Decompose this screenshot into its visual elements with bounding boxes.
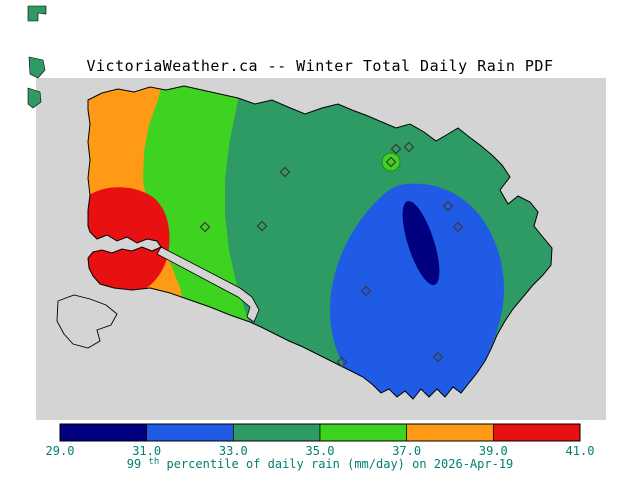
contour-band-31-33 bbox=[330, 183, 504, 399]
station-markers bbox=[199, 141, 464, 368]
colorbar-tick-label: 31.0 bbox=[132, 444, 161, 458]
station-marker-diamond-icon bbox=[385, 156, 397, 168]
station-marker-diamond-icon bbox=[360, 285, 372, 297]
caption-rest: percentile of daily rain (mm/day) on 202… bbox=[166, 457, 513, 471]
figure-title: VictoriaWeather.ca -- Winter Total Daily… bbox=[86, 57, 553, 75]
colorbar-tick-label: 39.0 bbox=[479, 444, 508, 458]
colorbar-segments bbox=[59, 423, 581, 442]
colorbar-segment-red bbox=[492, 423, 581, 442]
colorbar-segment-blue bbox=[146, 423, 234, 442]
colorbar-segment-green bbox=[319, 423, 408, 442]
station-marker-diamond-icon bbox=[256, 220, 268, 232]
colorbar-segment-navy bbox=[59, 423, 148, 442]
station-marker-diamond-icon bbox=[390, 143, 402, 155]
local-max-ring bbox=[381, 152, 401, 172]
station-marker-diamond-icon bbox=[336, 356, 348, 368]
caption-base: 99 bbox=[127, 457, 141, 471]
colorbar-segment-seagreen bbox=[232, 423, 321, 442]
colorbar-tick-label: 29.0 bbox=[46, 444, 75, 458]
colorbar-tick-label: 35.0 bbox=[306, 444, 335, 458]
station-marker-diamond-icon bbox=[442, 200, 454, 212]
edge-land-fragment-corner bbox=[27, 5, 47, 22]
colorbar-tick-label: 37.0 bbox=[392, 444, 421, 458]
edge-land-fragment-upper bbox=[28, 56, 46, 79]
station-marker-diamond-icon bbox=[432, 351, 444, 363]
edge-land-fragment-lower bbox=[27, 87, 42, 109]
colorbar-tick-label: 33.0 bbox=[219, 444, 248, 458]
coastline bbox=[87, 85, 553, 400]
peninsula-outline bbox=[56, 294, 118, 349]
colorbar: 29.0 31.0 33.0 35.0 37.0 39.0 41.0 bbox=[46, 423, 595, 458]
caption-superscript: th bbox=[148, 457, 159, 467]
contour-core-29-31 bbox=[402, 200, 440, 286]
colorbar-tick-label: 41.0 bbox=[566, 444, 595, 458]
colorbar-frame bbox=[59, 423, 581, 442]
colorbar-segment-orange bbox=[406, 423, 494, 442]
station-marker-diamond-icon bbox=[279, 166, 291, 178]
station-marker-diamond-icon bbox=[403, 141, 415, 153]
colorbar-caption: 99 th percentile of daily rain (mm/day) … bbox=[127, 453, 514, 471]
station-marker-diamond-icon bbox=[199, 221, 211, 233]
colorbar-ticks: 29.0 31.0 33.0 35.0 37.0 39.0 41.0 bbox=[46, 444, 595, 458]
inlet-waterway bbox=[156, 246, 260, 323]
station-marker-diamond-icon bbox=[452, 221, 464, 233]
